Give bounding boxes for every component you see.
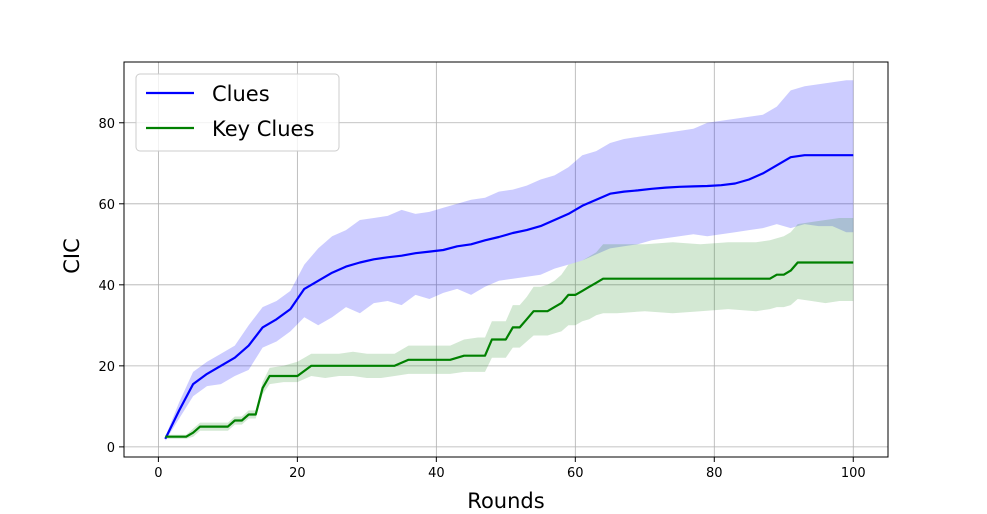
legend-label-clues: Clues [212,82,270,106]
axes-spines [123,61,889,458]
y-tick-label: 40 [98,279,115,294]
gridlines [124,62,888,457]
y-tick-label: 80 [98,117,115,132]
band-clues [165,80,854,441]
line-key-clues [165,261,854,438]
y-axis-ticks: 0 20 40 60 80 [98,117,124,456]
x-tick-label: 40 [428,466,445,481]
y-tick-label: 0 [107,441,115,456]
x-axis-ticks: 0 20 40 60 80 100 [154,457,866,481]
y-tick-label: 60 [98,198,115,213]
x-tick-label: 80 [706,466,723,481]
x-axis-title: Rounds [467,489,544,513]
x-tick-label: 20 [289,466,306,481]
legend: Clues Key Clues [135,73,340,152]
axes-frame [123,61,889,458]
confidence-bands [165,80,854,441]
band-key-clues [165,218,854,439]
series-lines [164,154,854,440]
legend-label-key-clues: Key Clues [212,117,314,141]
x-tick-label: 60 [567,466,584,481]
y-axis-title: CIC [60,238,84,274]
x-tick-label: 100 [841,466,866,481]
line-clues [164,154,854,440]
y-tick-label: 20 [98,360,115,375]
x-tick-label: 0 [154,466,162,481]
